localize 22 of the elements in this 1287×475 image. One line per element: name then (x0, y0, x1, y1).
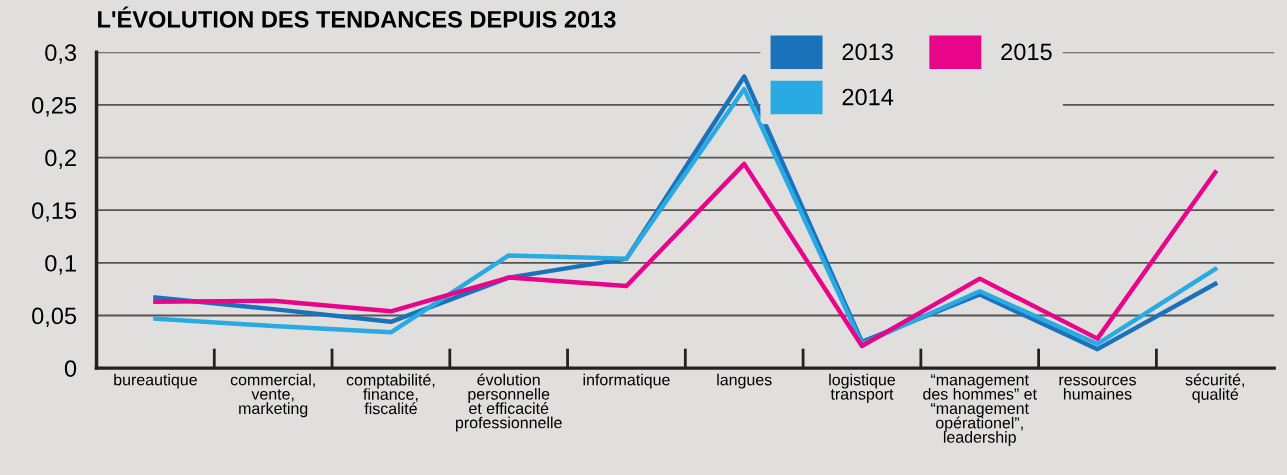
y-tick-label: 0,2 (45, 149, 76, 170)
x-tick-label: comptabilité, finance, fiscalité (346, 373, 435, 415)
y-tick-label: 0 (64, 360, 77, 377)
x-tick-label: informatique (583, 373, 670, 389)
x-tick-label: logistique transport (829, 373, 895, 403)
chart-title: L'ÉVOLUTION DES TENDANCES DEPUIS 2013 (98, 6, 616, 28)
x-tick-label: sécurité, qualité (1185, 373, 1244, 404)
y-tick-label: 0,3 (45, 44, 77, 64)
x-tick-label: évolution personnelle et efficacité professionnelle (456, 373, 562, 432)
x-tick-label: ressources humaines (1059, 376, 1136, 400)
x-tick-label: “management des hommes” et “management opérationel”, leadership (923, 374, 1037, 446)
y-tick-label: 0,1 (45, 254, 76, 275)
line-series (153, 161, 1218, 349)
y-tick-label: 0,15 (32, 202, 77, 222)
x-tick-label: bureautique (114, 373, 197, 389)
legend-label: 2013 (842, 43, 893, 61)
x-tick-label: langues (717, 373, 772, 389)
y-tick-label: 0,05 (32, 307, 77, 328)
x-tick-label: commercial, vente, marketing (230, 373, 315, 418)
legend-label: 2014 (842, 88, 894, 106)
y-tick-label: 0,25 (32, 96, 77, 117)
legend-label: 2015 (1001, 43, 1052, 61)
